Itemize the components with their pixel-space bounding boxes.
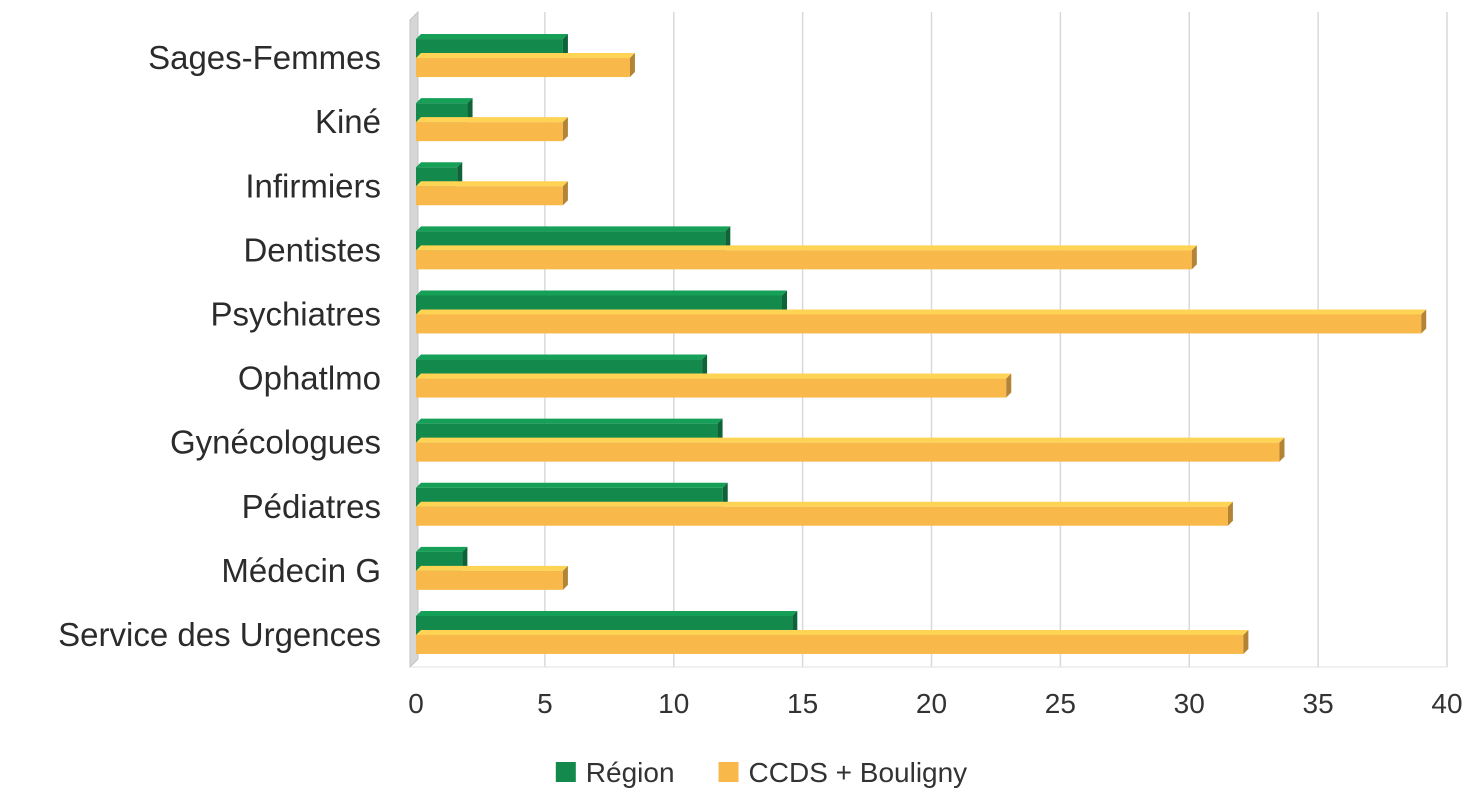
bar-front-face xyxy=(416,634,1244,654)
bar-top-face xyxy=(416,373,1012,379)
bar xyxy=(416,437,1285,462)
bar-top-face xyxy=(416,226,731,232)
bar-end-face xyxy=(1243,629,1249,654)
x-tick-label: 5 xyxy=(537,688,553,719)
bar-front-face xyxy=(416,122,563,142)
bar xyxy=(416,501,1233,526)
x-tick-label: 10 xyxy=(658,688,689,719)
bar-end-face xyxy=(1279,437,1285,462)
bar-end-face xyxy=(467,98,473,123)
bar xyxy=(416,309,1427,334)
x-tick-label: 30 xyxy=(1174,688,1205,719)
bar xyxy=(416,373,1012,398)
bar-front-face xyxy=(416,186,563,206)
bar-end-face xyxy=(725,226,731,251)
bar-end-face xyxy=(462,546,468,571)
legend-swatch xyxy=(718,762,739,782)
category-label: Dentistes xyxy=(243,231,381,268)
bar-end-face xyxy=(1227,501,1233,526)
bar-end-face xyxy=(562,565,568,590)
bars xyxy=(416,34,1427,654)
x-tick-label: 0 xyxy=(408,688,424,719)
bar-front-face xyxy=(416,506,1228,526)
bar-end-face xyxy=(562,181,568,206)
bar-top-face xyxy=(416,245,1197,251)
x-tick-label: 25 xyxy=(1045,688,1076,719)
bar-end-face xyxy=(782,290,788,315)
category-label: Psychiatres xyxy=(210,295,381,332)
bar-top-face xyxy=(416,501,1233,507)
bar-top-face xyxy=(416,53,635,59)
x-tick-labels: 0 5 10 15 20 25 30 35 40 xyxy=(408,688,1462,719)
bar-top-face xyxy=(416,309,1427,315)
bar-end-face xyxy=(722,482,728,507)
bar-top-face xyxy=(416,546,468,552)
bar xyxy=(416,245,1197,270)
legend-item: CCDS + Bouligny xyxy=(718,757,968,788)
bar-end-face xyxy=(562,34,568,59)
bar-end-face xyxy=(629,53,635,78)
bar-top-face xyxy=(416,418,723,424)
bar-top-face xyxy=(416,98,473,104)
category-label: Gynécologues xyxy=(170,424,381,461)
category-label: Sages-Femmes xyxy=(148,39,381,76)
bar-top-face xyxy=(416,629,1249,635)
bar xyxy=(416,53,635,78)
category-label: Médecin G xyxy=(221,552,381,589)
category-label: Service des Urgences xyxy=(58,616,381,653)
bar-top-face xyxy=(416,34,568,40)
bar-top-face xyxy=(416,482,728,488)
category-label: Infirmiers xyxy=(245,167,381,204)
legend-label: CCDS + Bouligny xyxy=(749,757,968,788)
bar xyxy=(416,629,1249,654)
bar xyxy=(416,181,568,206)
bar-end-face xyxy=(1191,245,1197,270)
x-tick-label: 15 xyxy=(787,688,818,719)
bar-front-face xyxy=(416,442,1280,462)
bar-top-face xyxy=(416,437,1285,443)
bar-top-face xyxy=(416,117,568,123)
legend-label: Région xyxy=(586,757,675,788)
category-labels: Sages-Femmes Kiné Infirmiers Dentistes Psych… xyxy=(58,39,381,653)
legend: Région CCDS + Bouligny xyxy=(555,757,968,788)
bar-end-face xyxy=(562,117,568,142)
bar xyxy=(416,565,568,590)
category-label: Ophatlmo xyxy=(238,360,381,397)
bar-front-face xyxy=(416,58,630,78)
category-label: Kiné xyxy=(315,103,381,140)
bar-top-face xyxy=(416,354,708,360)
bar-end-face xyxy=(1006,373,1012,398)
bar-end-face xyxy=(717,418,723,443)
bar-top-face xyxy=(416,610,798,616)
bar-end-face xyxy=(457,162,463,187)
bar-top-face xyxy=(416,565,568,571)
gridlines xyxy=(544,12,1448,667)
bar-front-face xyxy=(416,378,1007,398)
x-tick-label: 20 xyxy=(916,688,947,719)
bar-top-face xyxy=(416,181,568,187)
bar-front-face xyxy=(416,250,1192,270)
bar xyxy=(416,117,568,142)
bar-top-face xyxy=(416,290,788,296)
legend-swatch xyxy=(555,762,576,782)
bar-end-face xyxy=(1421,309,1427,334)
x-tick-label: 40 xyxy=(1431,688,1462,719)
bar-front-face xyxy=(416,570,563,590)
bar-front-face xyxy=(416,314,1422,334)
legend-item: Région xyxy=(555,757,675,788)
bar-top-face xyxy=(416,162,463,168)
bar-end-face xyxy=(702,354,708,379)
x-tick-label: 35 xyxy=(1303,688,1334,719)
category-label: Pédiatres xyxy=(242,488,381,525)
bar-end-face xyxy=(792,610,798,635)
